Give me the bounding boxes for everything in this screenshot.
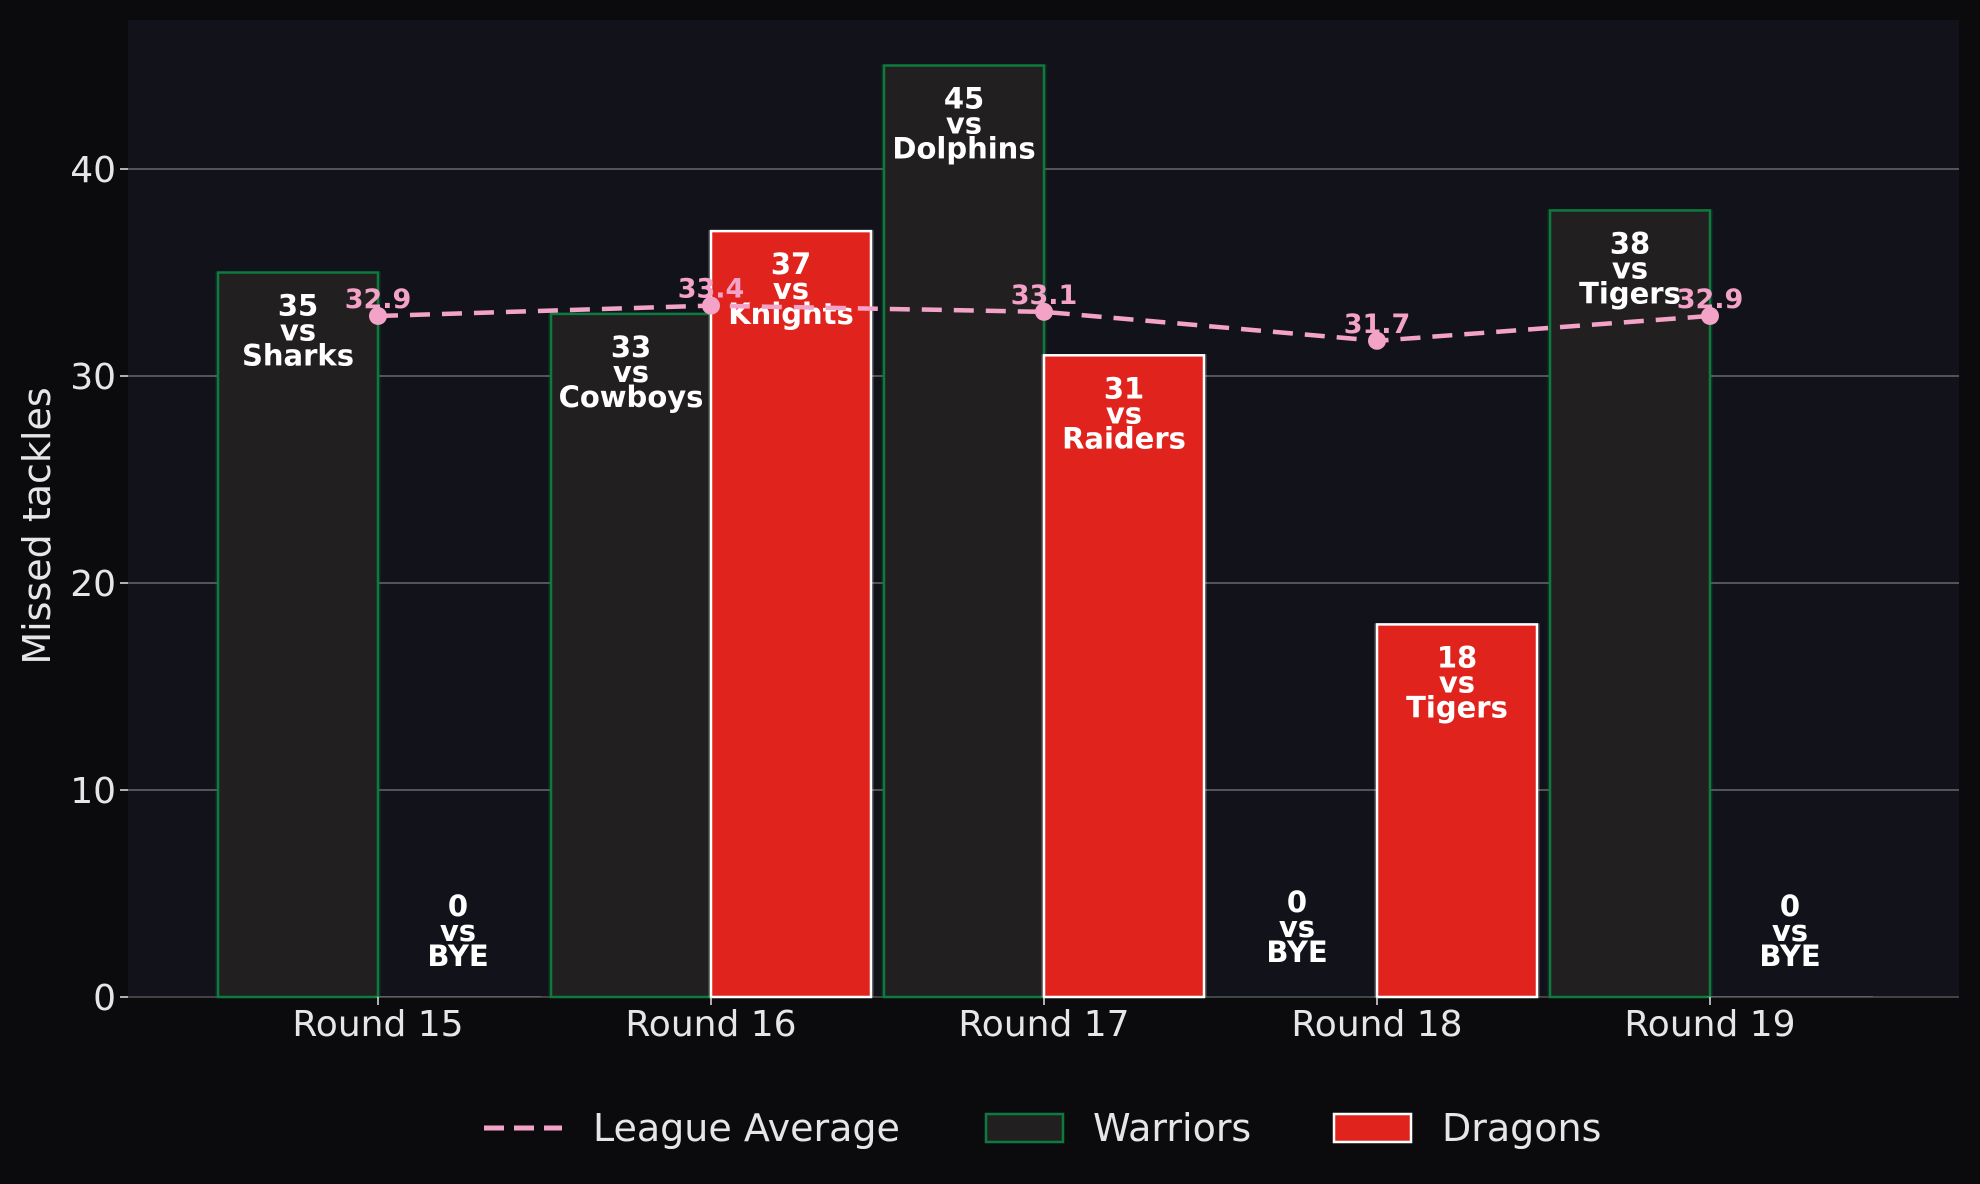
bar-dragons (1375, 623, 1539, 999)
average-point (1368, 331, 1386, 350)
bar-label-warriors-opponent: BYE (1266, 935, 1327, 969)
bar-label-dragons-opponent: Tigers (1406, 690, 1508, 724)
average-value-label: 32.9 (1677, 284, 1744, 315)
x-tick-label: Round 17 (958, 1004, 1129, 1045)
bar-label-warriors-opponent: Sharks (242, 339, 354, 373)
bar-label-dragons-opponent: BYE (1759, 939, 1820, 973)
y-tick-label: 30 (70, 357, 116, 398)
bar-warriors (882, 64, 1046, 999)
y-tick-label: 40 (70, 150, 116, 191)
bar-label-dragons-vs: vs (1439, 665, 1475, 699)
y-axis-ticks: 0 10 20 30 40 (70, 150, 128, 1019)
bar-shadow (1214, 996, 1380, 997)
x-tick-label: Round 18 (1291, 1004, 1462, 1045)
y-tick-label: 0 (93, 978, 116, 1019)
bar-label-dragons-vs: vs (440, 914, 476, 948)
x-axis-ticks: Round 15 Round 16 Round 17 Round 18 Round 19 (292, 997, 1796, 1045)
legend-average-label: League Average (593, 1106, 900, 1150)
average-value-label: 31.7 (1344, 309, 1411, 340)
bar-label-warriors-opponent: Cowboys (559, 380, 704, 414)
bar-label-dragons-opponent: BYE (427, 939, 488, 973)
bar-label-dragons-value: 18 (1437, 640, 1477, 674)
bar-label-dragons-vs: vs (1106, 396, 1142, 430)
bar-label-warriors-vs: vs (1612, 251, 1648, 285)
bar-warriors (549, 312, 713, 999)
x-tick-label: Round 16 (625, 1004, 796, 1045)
average-value-label: 33.1 (1011, 280, 1078, 311)
average-point (369, 306, 387, 325)
legend-warriors-label: Warriors (1093, 1106, 1251, 1150)
bar-label-warriors-opponent: Dolphins (892, 132, 1035, 166)
bar-label-dragons-value: 0 (448, 889, 468, 923)
bar-label-warriors-opponent: Tigers (1579, 276, 1681, 310)
bar-dragons (1042, 354, 1206, 999)
bar-label-dragons-vs: vs (773, 272, 809, 306)
legend: League Average Warriors Dragons (484, 1106, 1601, 1150)
average-value-label: 33.4 (678, 274, 745, 305)
legend-warriors-swatch (984, 1112, 1065, 1144)
bar-label-dragons-value: 0 (1780, 889, 1800, 923)
bars (215, 64, 1873, 999)
bar-label-warriors-vs: vs (613, 355, 649, 389)
bar-label-warriors-value: 45 (944, 82, 984, 116)
bar-warriors (1548, 209, 1712, 999)
bar-label-warriors-value: 35 (278, 289, 318, 323)
x-tick-label: Round 19 (1624, 1004, 1795, 1045)
x-tick-label: Round 15 (292, 1004, 463, 1045)
bar-label-dragons-value: 37 (771, 247, 811, 281)
bar-warriors (216, 271, 380, 999)
bar-label-warriors-value: 38 (1610, 226, 1650, 260)
bar-shadow (1707, 996, 1873, 997)
bar-label-dragons-opponent: Raiders (1062, 421, 1186, 455)
legend-dragons-label: Dragons (1442, 1106, 1601, 1150)
bar-label-dragons-value: 31 (1104, 371, 1144, 405)
bar-label-warriors-vs: vs (280, 314, 316, 348)
bar-label-warriors-vs: vs (946, 107, 982, 141)
league-average-line: 32.9 33.4 33.1 31.7 32.9 (345, 274, 1744, 350)
y-tick-label: 10 (70, 771, 116, 812)
average-value-label: 32.9 (345, 284, 412, 315)
bar-label-warriors-value: 33 (611, 330, 651, 364)
bar-label-dragons-vs: vs (1772, 914, 1808, 948)
average-point (1035, 302, 1053, 321)
bar-shadow (375, 996, 541, 997)
legend-dragons-swatch (1332, 1112, 1413, 1144)
y-axis-title: Missed tackles (15, 387, 59, 664)
bar-label-warriors-value: 0 (1287, 885, 1307, 919)
bar-dragons (709, 229, 873, 999)
y-tick-label: 20 (70, 564, 116, 605)
bar-label-warriors-vs: vs (1279, 910, 1315, 944)
average-point (1701, 306, 1719, 325)
bar-label-dragons-opponent: Knights (728, 297, 854, 331)
average-point (702, 296, 720, 315)
